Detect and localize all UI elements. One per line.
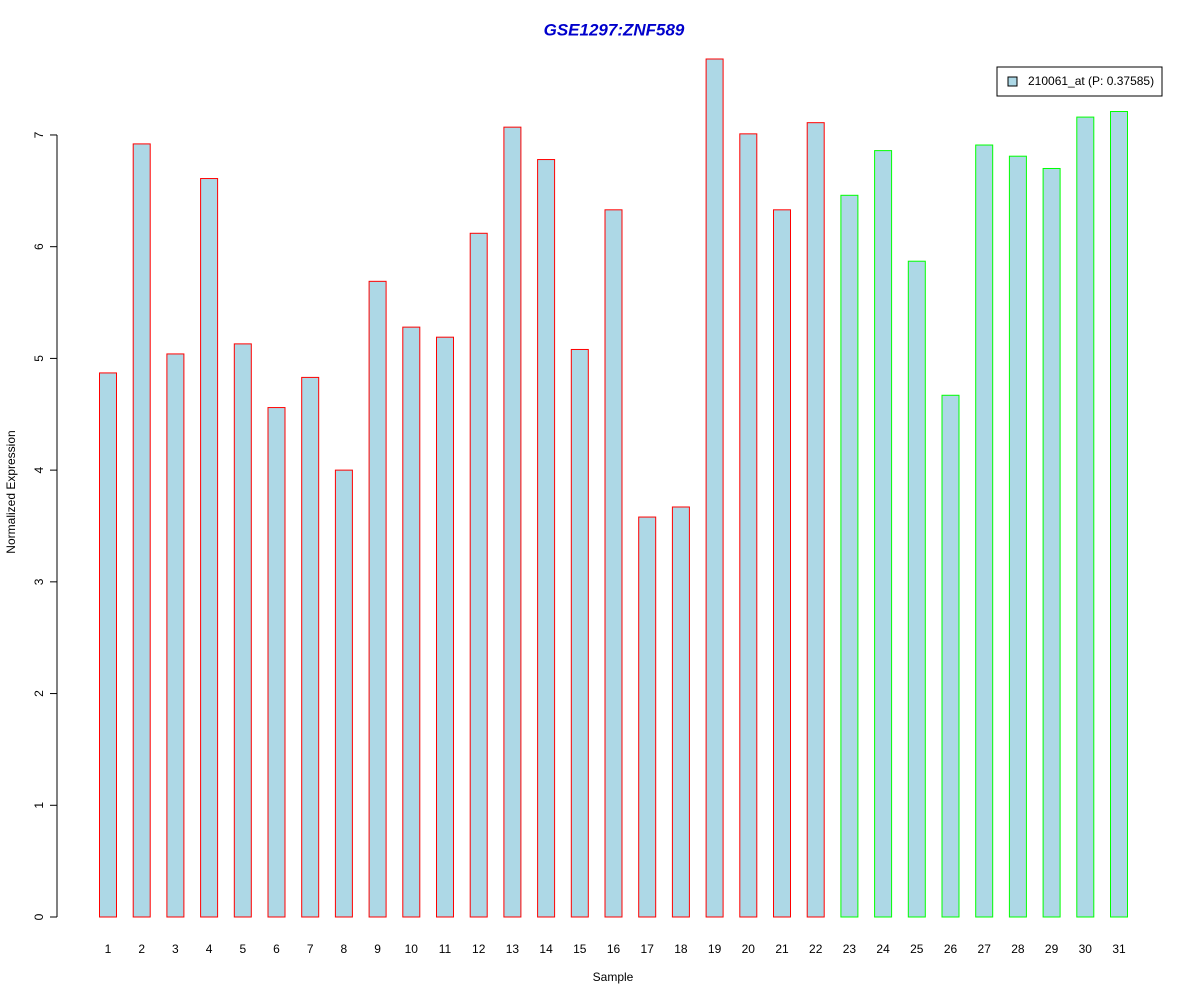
y-axis-label: Normalized Expression — [4, 430, 18, 553]
bar — [907, 260, 926, 918]
bar — [334, 469, 353, 918]
x-tick-label: 10 — [405, 942, 419, 956]
x-tick-label: 24 — [876, 942, 890, 956]
x-tick-label: 16 — [607, 942, 621, 956]
bar — [402, 326, 421, 918]
bar — [638, 516, 657, 918]
x-tick-label: 3 — [172, 942, 179, 956]
legend-box — [996, 66, 1163, 97]
x-tick-label: 21 — [775, 942, 789, 956]
y-tick-label: 3 — [32, 578, 46, 585]
bar — [368, 280, 387, 918]
y-tick-label: 0 — [32, 913, 46, 920]
bar — [166, 353, 185, 918]
x-tick-label: 6 — [273, 942, 280, 956]
x-tick-label: 2 — [138, 942, 145, 956]
x-tick-label: 20 — [742, 942, 756, 956]
bar — [705, 58, 724, 918]
bar — [301, 376, 320, 918]
x-tick-label: 28 — [1011, 942, 1025, 956]
bar — [1008, 155, 1027, 918]
y-tick-label: 6 — [32, 243, 46, 250]
bar — [537, 159, 556, 918]
y-tick-label: 2 — [32, 690, 46, 697]
bar — [469, 232, 488, 918]
x-tick-label: 26 — [944, 942, 958, 956]
x-tick-label: 15 — [573, 942, 587, 956]
x-tick-label: 9 — [374, 942, 381, 956]
y-tick-label: 5 — [32, 355, 46, 362]
bar — [975, 144, 994, 918]
y-tick-label: 1 — [32, 802, 46, 809]
bar — [436, 336, 454, 918]
x-tick-label: 29 — [1045, 942, 1059, 956]
bar — [233, 343, 252, 918]
bar — [267, 407, 286, 918]
x-tick-label: 27 — [978, 942, 992, 956]
y-tick-label: 4 — [32, 466, 46, 473]
bar — [503, 126, 522, 918]
bar — [806, 122, 825, 918]
x-tick-label: 14 — [539, 942, 553, 956]
bar — [200, 178, 219, 918]
x-tick-label: 1 — [105, 942, 112, 956]
chart-title: GSE1297:ZNF589 — [544, 20, 685, 39]
bar — [132, 143, 151, 918]
x-tick-label: 25 — [910, 942, 924, 956]
bar — [874, 150, 893, 918]
x-tick-label: 12 — [472, 942, 486, 956]
x-tick-label: 7 — [307, 942, 314, 956]
x-tick-label: 18 — [674, 942, 688, 956]
bar — [941, 394, 960, 918]
bar — [1110, 111, 1128, 918]
x-tick-label: 31 — [1112, 942, 1126, 956]
x-tick-label: 13 — [506, 942, 520, 956]
x-tick-label: 30 — [1079, 942, 1093, 956]
legend-label: 210061_at (P: 0.37585) — [1028, 74, 1154, 88]
x-tick-label: 4 — [206, 942, 213, 956]
bar — [840, 194, 859, 918]
bar — [1042, 167, 1061, 918]
bar — [671, 506, 690, 918]
bar — [570, 348, 589, 918]
bar — [739, 133, 758, 918]
x-tick-label: 5 — [239, 942, 246, 956]
x-tick-label: 11 — [439, 942, 452, 956]
x-tick-label: 8 — [341, 942, 348, 956]
bar — [604, 209, 623, 918]
x-tick-label: 22 — [809, 942, 823, 956]
bar — [99, 372, 117, 918]
legend-swatch — [1007, 76, 1018, 87]
bar — [1076, 116, 1095, 918]
y-tick-label: 7 — [32, 131, 46, 138]
x-tick-label: 23 — [843, 942, 857, 956]
x-axis-label: Sample — [593, 970, 634, 984]
bar — [773, 209, 791, 918]
x-tick-label: 19 — [708, 942, 722, 956]
x-tick-label: 17 — [641, 942, 655, 956]
